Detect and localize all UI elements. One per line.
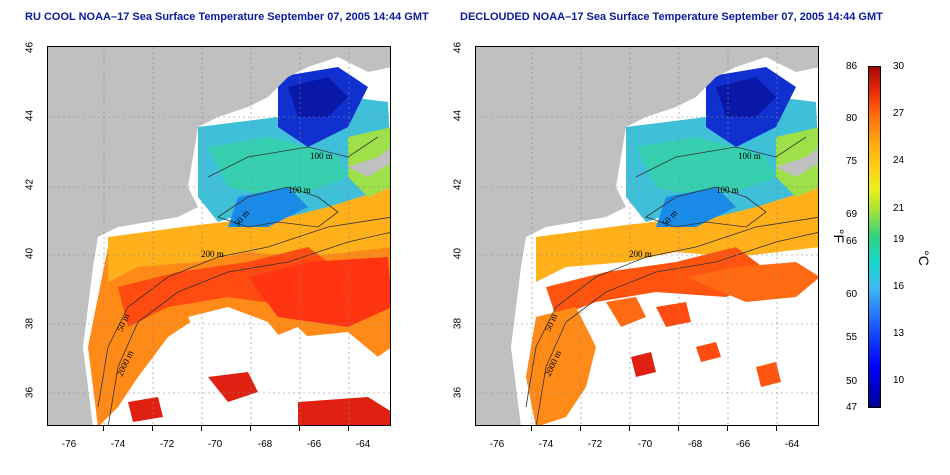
- fahrenheit-tick-label: 55: [846, 332, 858, 343]
- x-tick-mark: [727, 426, 728, 431]
- x-tick-label: -74: [538, 439, 554, 450]
- fahrenheit-unit-label: °F: [831, 228, 848, 244]
- x-tick-label: -72: [587, 439, 603, 450]
- fahrenheit-tick-label: 80: [846, 113, 858, 124]
- temperature-colorbar: [868, 66, 881, 408]
- x-tick-mark: [629, 426, 630, 431]
- contour-label-200: 200 m: [629, 249, 652, 259]
- celsius-unit-label: °C: [915, 250, 932, 266]
- y-tick-label: 38: [24, 317, 36, 330]
- y-tick-label: 36: [24, 386, 36, 399]
- fahrenheit-tick-label: 50: [846, 376, 858, 387]
- x-tick-mark: [201, 426, 202, 431]
- y-tick-label: 46: [452, 41, 464, 54]
- y-tick-label: 42: [452, 178, 464, 191]
- celsius-tick-label: 16: [893, 281, 905, 292]
- left-sst-map: 100 m 100 m 50 m 200 m 50 m 2000 m: [48, 47, 390, 425]
- x-tick-label: -70: [207, 439, 223, 450]
- x-tick-mark: [776, 426, 777, 431]
- fahrenheit-tick-label: 60: [846, 289, 858, 300]
- fahrenheit-tick-label: 69: [846, 209, 858, 220]
- x-tick-label: -64: [784, 439, 800, 450]
- x-tick-label: -64: [355, 439, 371, 450]
- x-tick-mark: [580, 426, 581, 431]
- contour-label-100a: 100 m: [310, 151, 333, 161]
- fahrenheit-tick-label: 47: [846, 402, 858, 413]
- y-tick-label: 40: [452, 247, 464, 260]
- contour-label-100b: 100 m: [288, 185, 311, 195]
- x-tick-label: -70: [637, 439, 653, 450]
- contour-label-100b: 100 m: [716, 185, 739, 195]
- y-tick-label: 36: [452, 386, 464, 399]
- left-map-title: RU COOL NOAA–17 Sea Surface Temperature …: [25, 11, 429, 23]
- x-tick-label: -66: [306, 439, 322, 450]
- y-tick-label: 42: [24, 178, 36, 191]
- contour-label-100a: 100 m: [738, 151, 761, 161]
- x-tick-mark: [678, 426, 679, 431]
- celsius-tick-label: 30: [893, 61, 905, 72]
- celsius-tick-label: 21: [893, 203, 905, 214]
- x-tick-label: -72: [159, 439, 175, 450]
- y-tick-label: 44: [452, 109, 464, 122]
- x-tick-label: -76: [489, 439, 505, 450]
- fahrenheit-tick-label: 75: [846, 156, 858, 167]
- fahrenheit-tick-label: 86: [846, 61, 858, 72]
- x-tick-mark: [299, 426, 300, 431]
- x-tick-mark: [348, 426, 349, 431]
- x-tick-mark: [531, 426, 532, 431]
- x-tick-mark: [152, 426, 153, 431]
- right-map-title: DECLOUDED NOAA–17 Sea Surface Temperatur…: [460, 11, 883, 23]
- celsius-tick-label: 24: [893, 155, 905, 166]
- x-tick-mark: [250, 426, 251, 431]
- x-tick-label: -66: [735, 439, 751, 450]
- x-tick-label: -68: [257, 439, 273, 450]
- x-tick-mark: [103, 426, 104, 431]
- x-tick-label: -74: [110, 439, 126, 450]
- left-map-frame: 100 m 100 m 50 m 200 m 50 m 2000 m: [47, 46, 391, 426]
- y-tick-label: 40: [24, 247, 36, 260]
- right-sst-map: 100 m 100 m 50 m 200 m 50 m 2000 m: [476, 47, 818, 425]
- contour-label-200: 200 m: [201, 249, 224, 259]
- celsius-tick-label: 19: [893, 234, 905, 245]
- celsius-tick-label: 10: [893, 375, 905, 386]
- x-tick-label: -76: [61, 439, 77, 450]
- y-tick-label: 46: [24, 41, 36, 54]
- fahrenheit-tick-label: 66: [846, 236, 858, 247]
- celsius-tick-label: 13: [893, 328, 905, 339]
- right-map-frame: 100 m 100 m 50 m 200 m 50 m 2000 m: [475, 46, 819, 426]
- y-tick-label: 44: [24, 109, 36, 122]
- y-tick-label: 38: [452, 317, 464, 330]
- x-tick-label: -68: [687, 439, 703, 450]
- celsius-tick-label: 27: [893, 108, 905, 119]
